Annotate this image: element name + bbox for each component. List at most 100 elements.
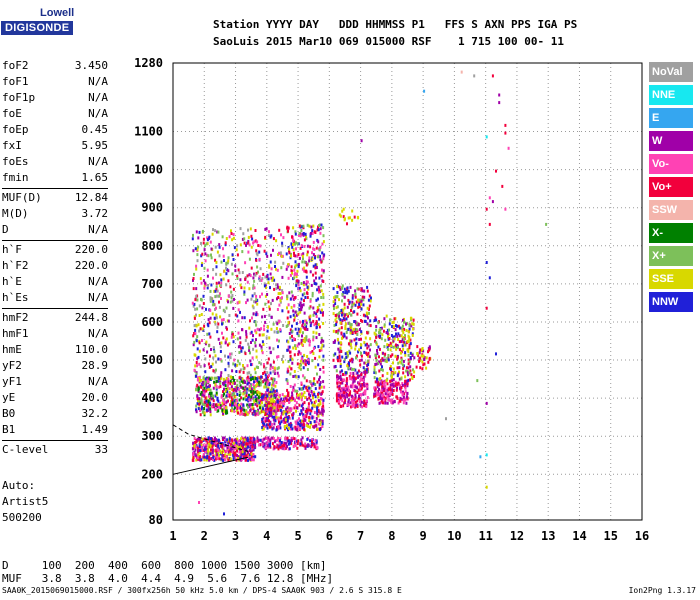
echo-mark [285, 267, 288, 271]
echo-mark [398, 366, 401, 370]
echo-mark [355, 341, 358, 345]
echo-mark [202, 376, 205, 380]
echo-mark [224, 341, 227, 345]
echo-mark [196, 335, 199, 339]
echo-mark [315, 276, 317, 280]
echo-mark [240, 402, 243, 406]
echo-mark [196, 402, 199, 406]
echo-mark [280, 254, 283, 258]
echo-mark [261, 292, 263, 296]
echo-mark [224, 243, 227, 247]
echo-mark [270, 387, 273, 391]
echo-mark [309, 386, 312, 390]
legend-item: SSW [649, 200, 693, 220]
echo-mark [319, 310, 322, 314]
echo-mark [337, 347, 340, 351]
echo-mark [249, 351, 251, 355]
echo-mark [263, 378, 266, 382]
echo-mark [196, 394, 199, 398]
param-name: fmin [2, 171, 29, 184]
echo-mark [215, 265, 218, 269]
echo-mark [338, 356, 341, 360]
echo-mark [344, 313, 347, 317]
echo-mark [239, 341, 242, 345]
echo-mark [306, 291, 308, 295]
legend-item: E [649, 108, 693, 128]
echo-mark [322, 409, 325, 413]
echo-mark [233, 406, 236, 410]
echo-mark [214, 289, 217, 293]
echo-mark [279, 408, 282, 412]
echo-mark [288, 408, 291, 412]
echo-mark [340, 369, 343, 373]
echo-mark [201, 306, 204, 310]
color-legend: NoVal NNE E W Vo- Vo+ SSW X- X+ SSE NNW [649, 62, 693, 315]
echo-mark [238, 443, 241, 447]
echo-mark [258, 343, 261, 347]
echo-mark [351, 329, 354, 333]
echo-mark [315, 312, 318, 316]
echo-mark [202, 388, 205, 392]
echo-mark [296, 279, 299, 283]
echo-mark [236, 406, 239, 410]
echo-mark [361, 295, 364, 299]
echo-mark [198, 397, 201, 401]
echo-mark [342, 215, 345, 219]
echo-mark [266, 410, 269, 414]
echo-mark [251, 237, 254, 241]
echo-mark [209, 407, 212, 411]
echo-mark [223, 392, 226, 396]
echo-mark [488, 222, 491, 226]
echo-mark [294, 232, 297, 236]
echo-mark [232, 236, 235, 240]
echo-mark [223, 310, 226, 314]
echo-mark [311, 291, 314, 295]
param-value: N/A [88, 91, 108, 104]
echo-mark [261, 442, 264, 446]
echo-mark [210, 247, 213, 251]
echo-mark [286, 406, 289, 410]
echo-mark [300, 308, 303, 311]
echo-mark [199, 447, 202, 450]
echo-mark [211, 445, 214, 449]
echo-mark [255, 249, 258, 253]
echo-mark [299, 352, 302, 356]
echo-mark [236, 314, 239, 318]
echo-mark [282, 261, 285, 265]
echo-mark [460, 70, 463, 74]
y-tick-label: 1100 [134, 125, 163, 139]
x-tick-label: 10 [447, 529, 461, 543]
echo-mark [281, 444, 284, 448]
echo-mark [210, 457, 213, 460]
echo-mark [286, 439, 289, 443]
echo-mark [248, 387, 251, 390]
echo-mark [309, 324, 312, 328]
echo-mark [259, 443, 262, 447]
echo-mark [208, 332, 211, 336]
echo-mark [245, 335, 248, 339]
echo-mark [313, 420, 316, 424]
echo-mark [261, 398, 264, 402]
echo-mark [402, 390, 404, 394]
echo-mark [374, 394, 377, 398]
echo-mark [277, 285, 279, 289]
echo-mark [368, 355, 371, 359]
echo-mark [401, 397, 404, 401]
echo-mark [212, 399, 215, 403]
echo-mark [263, 437, 266, 441]
echo-mark [314, 256, 316, 260]
echo-mark [374, 392, 377, 396]
echo-mark [240, 286, 243, 290]
echo-mark [287, 303, 290, 307]
echo-mark [215, 272, 218, 276]
echo-mark [380, 368, 383, 371]
echo-mark [382, 387, 385, 391]
echo-mark [224, 389, 227, 392]
echo-mark [218, 294, 221, 298]
echo-mark [236, 244, 239, 248]
echo-mark [338, 285, 341, 289]
echo-mark [297, 352, 300, 356]
param-value: 20.0 [81, 391, 109, 404]
echo-mark [360, 288, 363, 292]
